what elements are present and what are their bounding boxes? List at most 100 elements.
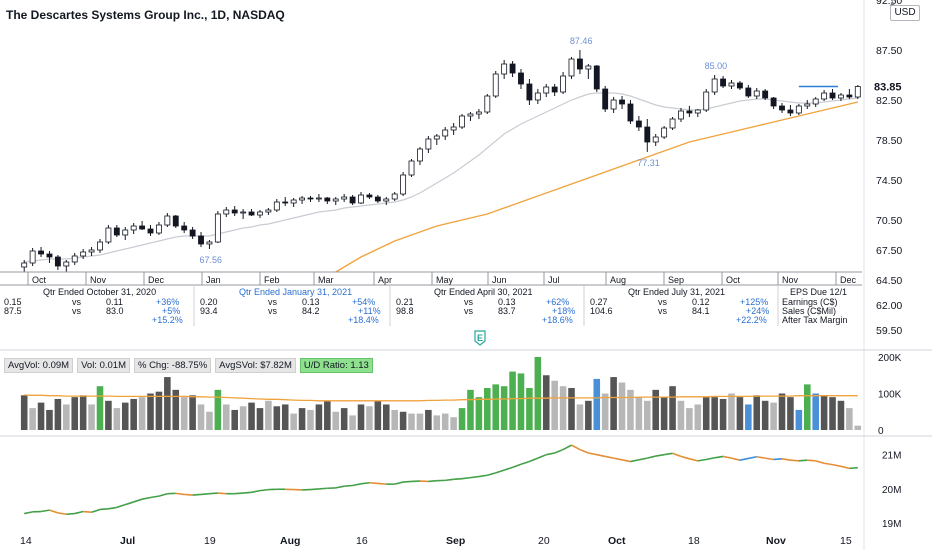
sales-current: 93.4 [200, 306, 218, 316]
candle [266, 208, 271, 215]
volume-bar [21, 395, 28, 430]
rs-segment [782, 459, 790, 460]
candle [535, 89, 540, 104]
chart-title: The Descartes Systems Group Inc., 1D, NA… [6, 8, 285, 22]
month-aug: Aug [610, 275, 626, 285]
candle-body [628, 104, 633, 121]
month-mar: Mar [318, 275, 334, 285]
currency-button[interactable]: USD [890, 5, 920, 21]
candle-body [502, 64, 507, 74]
candle-body [678, 111, 683, 119]
volume-bar [282, 404, 289, 430]
candle-body [729, 83, 734, 86]
candle-body [662, 128, 667, 137]
rs-segment [833, 465, 841, 467]
candle-body [712, 79, 717, 92]
volume-bar [324, 401, 331, 430]
volume-bar [610, 377, 617, 430]
avg-dollar-vol-label: AvgSVol: $7.82M [215, 358, 296, 373]
earnings-e-letter: E [477, 333, 483, 343]
candle [443, 127, 448, 140]
volume-bar [240, 406, 247, 430]
candle [325, 197, 330, 204]
month-jul: Jul [548, 275, 560, 285]
volume-bar [787, 397, 794, 430]
volume-bar [501, 386, 508, 430]
volume-bar [366, 406, 373, 430]
volume-bar [779, 394, 786, 431]
volume-tick-1: 100K [878, 390, 902, 401]
candle-body [527, 84, 532, 100]
rs-segment [310, 489, 318, 490]
candle-body [224, 210, 229, 214]
volume-bar [560, 386, 567, 430]
quarter-label-2: Qtr Ended April 30, 2021 [434, 287, 533, 297]
earnings-e-icon[interactable]: E [475, 331, 485, 345]
candle-body [653, 137, 658, 142]
candle [704, 89, 709, 112]
volume-bar [627, 390, 634, 430]
volume-bar [796, 410, 803, 430]
rs-tick-2: 19M [882, 519, 901, 530]
volume-bar [450, 417, 457, 430]
candle-body [586, 66, 591, 69]
candle-body [620, 100, 625, 104]
candle-body [232, 210, 237, 213]
rs-segment [428, 481, 436, 482]
candle-body [22, 263, 27, 267]
candle-body [156, 225, 161, 233]
candle [502, 60, 507, 79]
avg-vol-label: AvgVol: 0.09M [4, 358, 73, 373]
candle [763, 89, 768, 100]
candle [224, 207, 229, 217]
candle-body [300, 198, 305, 200]
volume-bar [417, 414, 424, 430]
candle [232, 206, 237, 216]
candle-body [316, 198, 321, 199]
candle-body [569, 59, 574, 76]
price-tick-1: 87.50 [876, 45, 902, 57]
rs-segment [656, 455, 664, 456]
volume-bar [846, 408, 853, 430]
rs-segment [108, 507, 116, 508]
candle-body [342, 197, 347, 199]
rs-segment [546, 453, 554, 455]
rs-segment [252, 491, 260, 493]
price-annotation-2: 77.31 [637, 158, 660, 168]
candle-body [695, 110, 700, 113]
rs-segment [49, 510, 57, 513]
candle [308, 196, 313, 202]
rs-segment [614, 458, 622, 460]
rs-segment [454, 479, 462, 480]
volume-bar [812, 394, 819, 431]
candle [721, 76, 726, 88]
candle [333, 197, 338, 205]
volume-bar [383, 404, 390, 430]
candle [316, 194, 321, 202]
rs-segment [66, 514, 74, 515]
volume-bar [703, 397, 710, 430]
candle [417, 147, 422, 165]
candle-body [123, 230, 128, 235]
candle-body [763, 91, 768, 98]
volume-bar [55, 399, 62, 430]
sales-current: 104.6 [590, 306, 613, 316]
volume-bar [593, 379, 600, 430]
volume-bar [130, 399, 137, 430]
sales-prior: 83.7 [498, 306, 516, 316]
candle [603, 86, 608, 112]
last-price-tag: 83.85 [874, 82, 902, 94]
candle [620, 96, 625, 109]
candle-body [460, 116, 465, 127]
volume-bar [762, 401, 769, 430]
rs-tick-1: 20M [882, 485, 901, 496]
candle-body [518, 73, 523, 84]
rs-segment [706, 458, 714, 460]
margin: +18.6% [542, 315, 573, 325]
candle [771, 97, 776, 109]
candle [577, 50, 582, 74]
candle [283, 197, 288, 206]
rs-segment [260, 490, 268, 491]
